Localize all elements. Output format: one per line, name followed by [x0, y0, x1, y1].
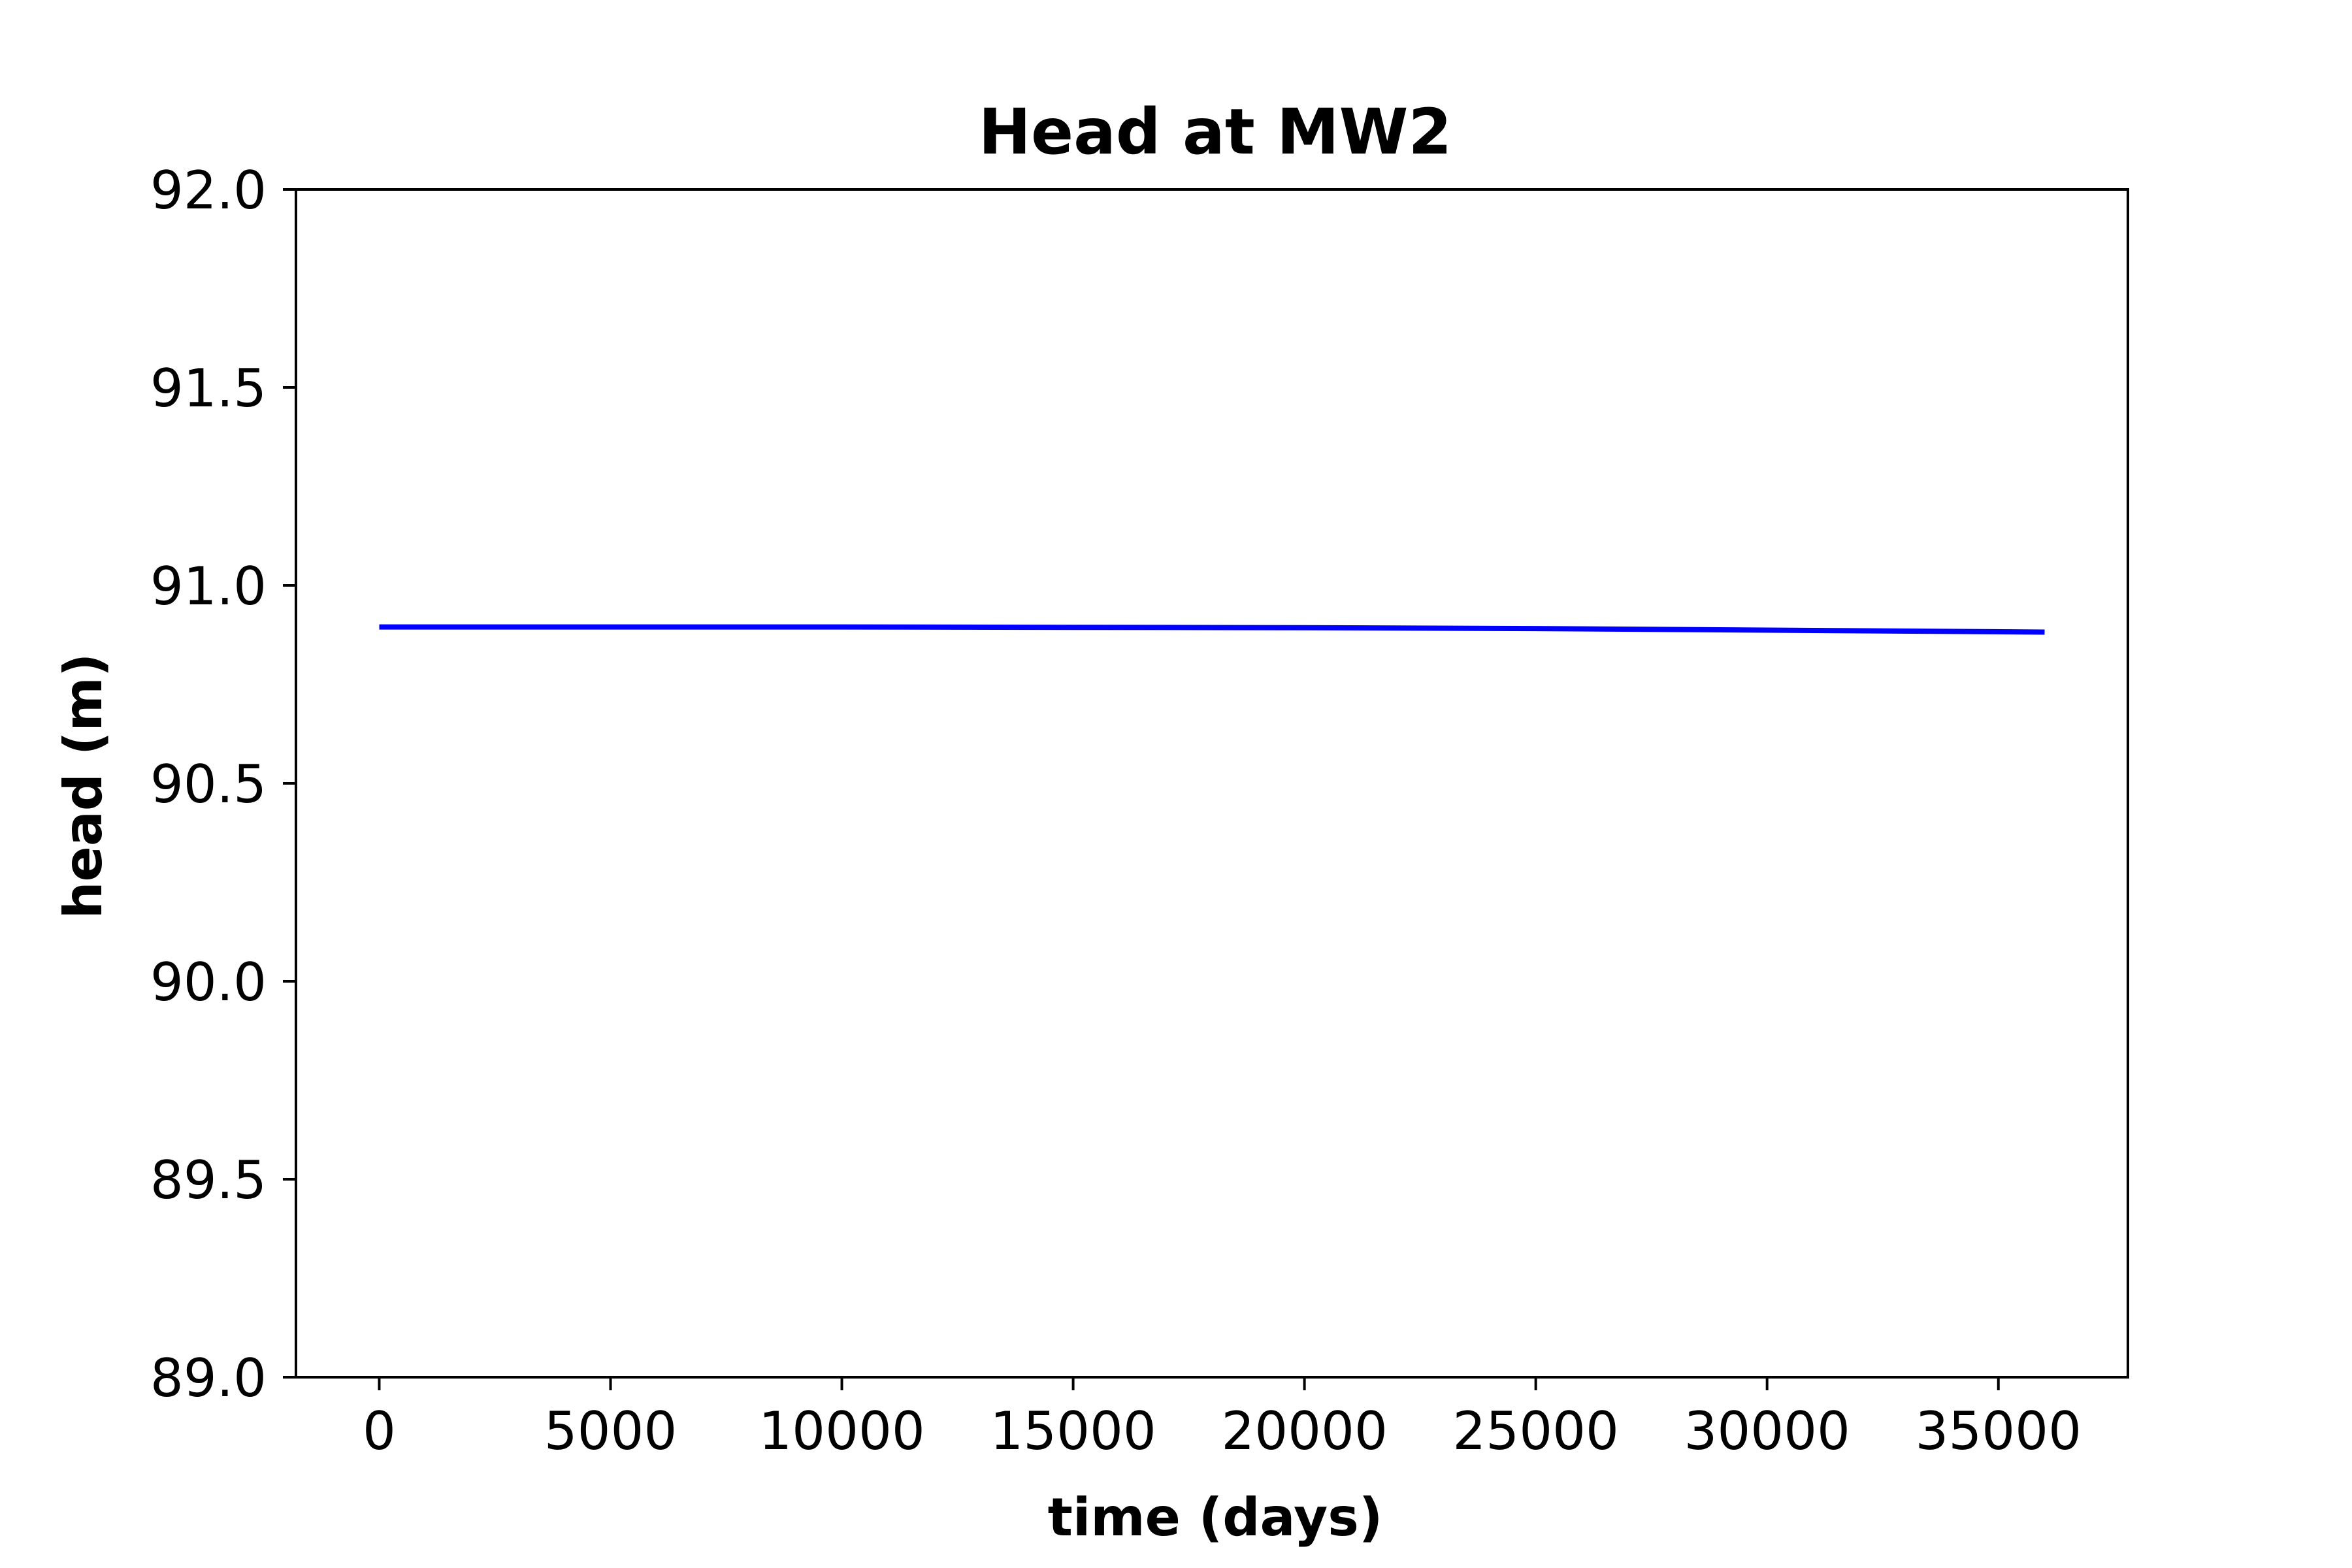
- x-tick-label: 35000: [1915, 1401, 2082, 1462]
- y-tick-label: 91.0: [150, 556, 267, 617]
- x-tick-label: 10000: [759, 1401, 925, 1462]
- axes-frame: [295, 188, 2129, 1379]
- x-tick-label: 20000: [1221, 1401, 1388, 1462]
- x-tick-label: 30000: [1684, 1401, 1850, 1462]
- y-axis-label: head (m): [53, 653, 114, 919]
- series-line-0: [379, 624, 2045, 635]
- y-tick-label: 91.5: [150, 358, 267, 419]
- x-axis-label: time (days): [1048, 1487, 1383, 1548]
- x-tick-label: 5000: [544, 1401, 678, 1462]
- x-tick-label: 25000: [1452, 1401, 1619, 1462]
- y-tick-label: 90.5: [150, 754, 267, 815]
- y-tick-label: 92.0: [150, 160, 267, 221]
- y-tick-label: 89.0: [150, 1348, 267, 1409]
- chart-title: Head at MW2: [979, 95, 1452, 169]
- y-tick-label: 89.5: [150, 1150, 267, 1211]
- plot-area: 0 5000 10000 15000 20000 25000 30000 35000 89.0 8…: [150, 160, 2129, 1462]
- y-tick-label: 90.0: [150, 952, 267, 1013]
- x-tick-label: 15000: [990, 1401, 1156, 1462]
- x-tick-label: 0: [363, 1401, 396, 1462]
